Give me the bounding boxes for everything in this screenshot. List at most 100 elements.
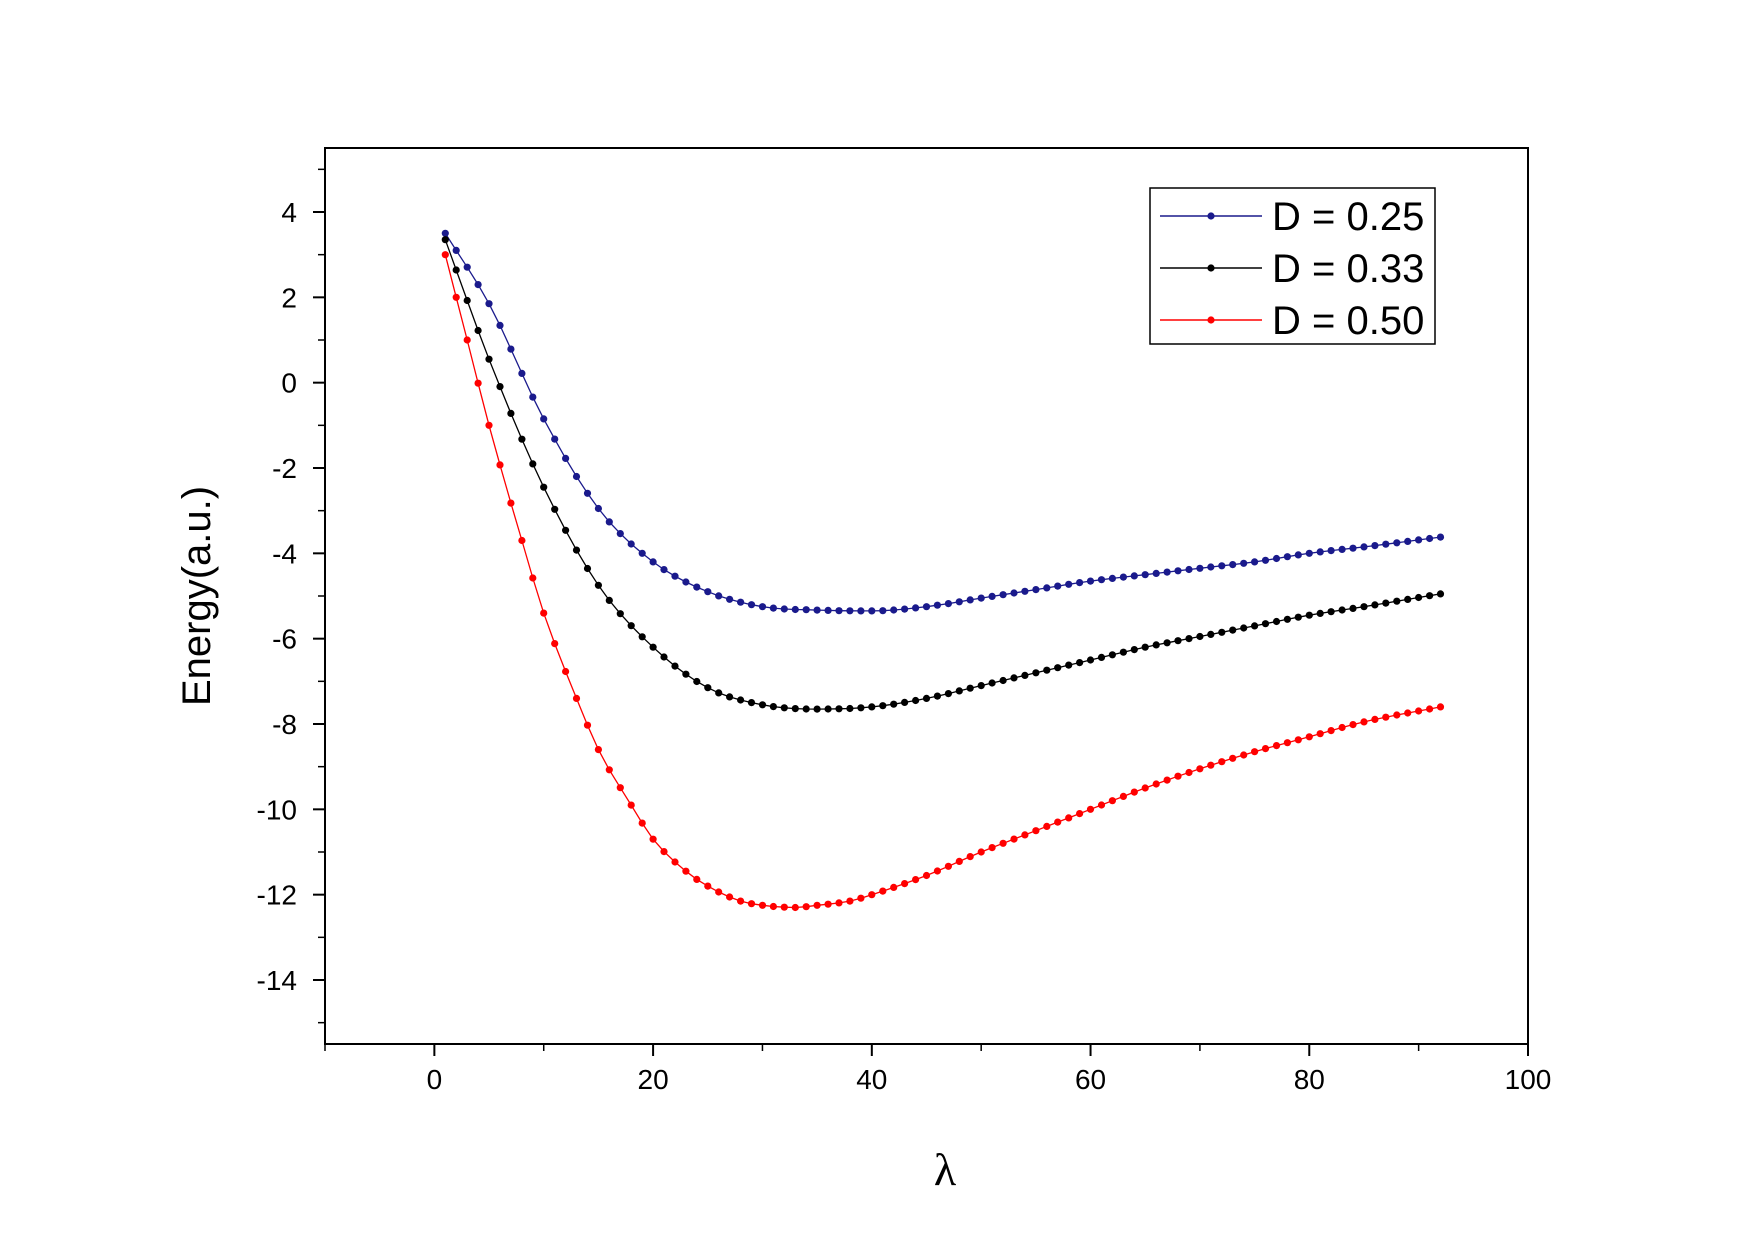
data-point	[988, 844, 996, 852]
data-point	[671, 662, 679, 670]
data-point	[1382, 540, 1390, 548]
data-point	[813, 901, 821, 909]
series-layer	[441, 229, 1445, 912]
data-point	[922, 871, 931, 880]
data-point	[594, 746, 603, 754]
y-tick-label: -4	[272, 538, 297, 569]
data-point	[1021, 671, 1029, 680]
data-point	[780, 605, 788, 613]
data-point	[1152, 780, 1160, 788]
data-point	[452, 266, 460, 274]
data-point	[474, 379, 482, 387]
data-point	[1436, 703, 1445, 711]
series-3	[441, 251, 1445, 912]
data-point	[627, 540, 635, 548]
data-point	[1360, 718, 1368, 726]
data-point	[1076, 579, 1084, 587]
data-point	[1251, 748, 1259, 756]
data-point	[562, 667, 570, 676]
data-point	[1272, 617, 1281, 626]
data-point	[890, 883, 898, 892]
data-point	[912, 604, 920, 612]
data-point	[1196, 765, 1204, 773]
data-point	[879, 607, 887, 615]
data-point	[638, 633, 646, 641]
data-point	[1360, 603, 1368, 611]
y-tick-label: -10	[257, 794, 297, 825]
data-point	[966, 684, 974, 692]
data-point	[726, 893, 734, 901]
data-point	[1152, 641, 1160, 649]
data-point	[1054, 818, 1062, 826]
data-point	[1065, 580, 1073, 588]
data-point	[966, 853, 974, 861]
data-point	[1338, 723, 1346, 732]
data-point	[857, 704, 865, 712]
data-point	[824, 900, 832, 908]
y-tick-label: 4	[281, 197, 297, 228]
data-point	[463, 296, 471, 305]
x-tick-label: 60	[1075, 1064, 1106, 1095]
data-point	[737, 598, 745, 606]
data-point	[944, 600, 953, 608]
data-point	[769, 902, 778, 911]
data-point	[1393, 539, 1401, 547]
data-point	[1119, 573, 1127, 581]
y-tick-label: 0	[281, 368, 297, 399]
legend-label: D = 0.50	[1272, 299, 1424, 343]
y-tick-label: -14	[257, 965, 297, 996]
data-point	[868, 703, 876, 711]
y-tick-label: -6	[272, 624, 297, 655]
data-point	[901, 698, 909, 707]
data-point	[1010, 589, 1018, 597]
data-point	[791, 705, 799, 713]
data-point	[441, 251, 449, 259]
data-point	[1185, 768, 1193, 777]
data-point	[1272, 742, 1281, 750]
series-1	[441, 229, 1445, 615]
data-point	[802, 606, 810, 614]
data-point	[1305, 733, 1313, 741]
data-point	[1404, 709, 1412, 717]
data-point	[463, 336, 471, 344]
data-point	[452, 246, 460, 254]
data-point	[452, 293, 460, 301]
data-point	[726, 693, 734, 701]
data-point	[933, 867, 942, 875]
data-point	[496, 321, 504, 329]
data-point	[1240, 751, 1248, 759]
data-point	[1261, 745, 1270, 753]
data-point	[1010, 835, 1018, 843]
data-point	[955, 687, 963, 695]
x-tick-label: 0	[427, 1064, 443, 1095]
data-point	[813, 705, 821, 713]
data-point	[1196, 564, 1204, 572]
data-point	[758, 701, 767, 709]
data-point	[594, 504, 603, 513]
data-point	[890, 606, 898, 614]
legend-marker	[1207, 264, 1215, 272]
data-point	[912, 696, 920, 705]
data-point	[977, 682, 985, 690]
data-point	[1327, 547, 1335, 555]
data-point	[1251, 622, 1259, 630]
data-point	[507, 499, 515, 507]
data-point	[1032, 827, 1040, 835]
data-point	[1163, 639, 1171, 647]
data-point	[955, 857, 963, 866]
data-point	[1283, 739, 1291, 747]
data-point	[1316, 609, 1324, 618]
data-point	[540, 483, 548, 491]
data-point	[1272, 554, 1281, 563]
data-point	[562, 454, 570, 462]
data-point	[901, 605, 909, 613]
data-point	[1207, 761, 1215, 769]
data-point	[1294, 736, 1302, 744]
data-point	[944, 690, 953, 698]
data-point	[551, 435, 559, 443]
data-point	[1360, 543, 1368, 551]
data-point	[988, 679, 996, 687]
data-point	[1426, 705, 1434, 713]
data-point	[944, 862, 953, 870]
